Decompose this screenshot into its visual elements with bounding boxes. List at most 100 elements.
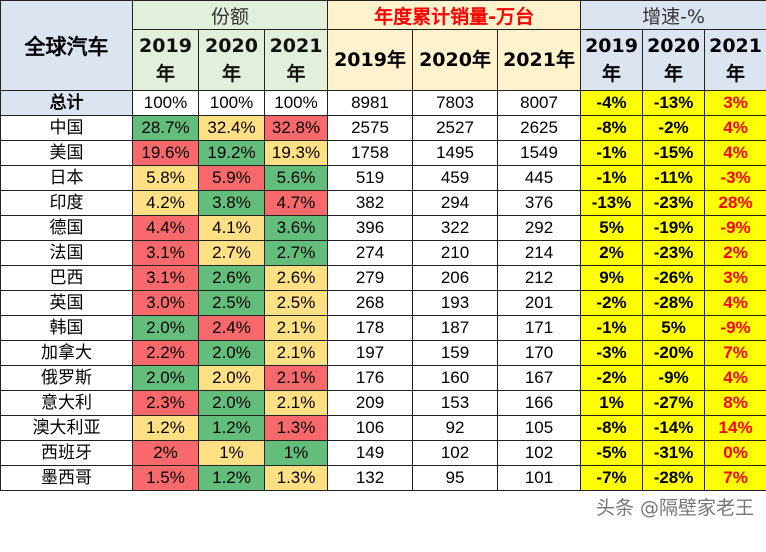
sales-cell: 268 [327,290,414,316]
growth-cell: -2% [580,365,644,391]
share-cell: 2.0% [198,340,265,366]
growth-cell: 7% [704,340,766,366]
growth-header: 增速-% [580,0,766,30]
growth-cell: 0% [704,440,766,466]
sales-cell: 322 [412,215,499,241]
growth-cell: -19% [642,215,706,241]
growth-cell: 4% [704,140,766,166]
growth-cell: -3% [580,340,644,366]
country-name: 美国 [0,140,133,166]
growth-cell: -3% [704,165,766,191]
share-cell: 1% [263,440,329,466]
share-year-2019: 2019 年 [132,29,199,91]
share-cell: 28.7% [132,115,199,141]
table-row: 巴西 3.1% 2.6% 2.6% 279 206 212 9% -26% 3% [0,265,766,291]
sales-cell: 159 [412,340,499,366]
growth-cell: -23% [642,240,706,266]
country-name: 日本 [0,165,133,191]
growth-cell: -4% [580,90,644,116]
growth-cell: 4% [704,115,766,141]
share-cell: 2.6% [263,265,329,291]
sales-cell: 105 [497,415,582,441]
table-row: 韩国 2.0% 2.4% 2.1% 178 187 171 -1% 5% -9% [0,315,766,341]
table-row: 俄罗斯 2.0% 2.0% 2.1% 176 160 167 -2% -9% 4% [0,365,766,391]
growth-year-2020: 2020 年 [642,29,706,91]
sales-cell: 160 [412,365,499,391]
table-row: 日本 5.8% 5.9% 5.6% 519 459 445 -1% -11% -3% [0,165,766,191]
sales-cell: 294 [412,190,499,216]
country-name: 墨西哥 [0,465,133,491]
country-name: 巴西 [0,265,133,291]
share-cell: 19.2% [198,140,265,166]
share-cell: 4.2% [132,190,199,216]
share-cell: 5.8% [132,165,199,191]
share-cell: 3.0% [132,290,199,316]
share-cell: 2.1% [263,340,329,366]
growth-cell: -9% [642,365,706,391]
sales-cell: 166 [497,390,582,416]
share-year-2020: 2020 年 [198,29,265,91]
sales-cell: 187 [412,315,499,341]
growth-cell: -31% [642,440,706,466]
country-name: 西班牙 [0,440,133,466]
sales-cell: 396 [327,215,414,241]
growth-cell: 4% [704,365,766,391]
sales-cell: 132 [327,465,414,491]
share-cell: 2.0% [132,365,199,391]
sales-cell: 176 [327,365,414,391]
sales-cell: 8981 [327,90,414,116]
share-cell: 2.1% [263,390,329,416]
sales-cell: 95 [412,465,499,491]
sales-cell: 106 [327,415,414,441]
share-cell: 100% [132,90,199,116]
corner-header: 全球汽车 [0,0,133,91]
country-name: 中国 [0,115,133,141]
growth-cell: 4% [704,290,766,316]
share-cell: 32.8% [263,115,329,141]
growth-year-2021: 2021 年 [704,29,766,91]
table-row: 墨西哥 1.5% 1.2% 1.3% 132 95 101 -7% -28% 7% [0,465,766,491]
share-cell: 2.5% [263,290,329,316]
share-cell: 1% [198,440,265,466]
share-cell: 4.1% [198,215,265,241]
growth-cell: 5% [642,315,706,341]
share-cell: 3.1% [132,240,199,266]
sales-cell: 292 [497,215,582,241]
sales-header: 年度累计销量-万台 [327,0,582,30]
sales-cell: 201 [497,290,582,316]
sales-cell: 212 [497,265,582,291]
sales-cell: 149 [327,440,414,466]
country-name: 俄罗斯 [0,365,133,391]
growth-cell: -13% [642,90,706,116]
sales-cell: 459 [412,165,499,191]
share-cell: 2.0% [198,390,265,416]
growth-cell: -28% [642,290,706,316]
growth-cell: 14% [704,415,766,441]
share-cell: 3.1% [132,265,199,291]
sales-cell: 279 [327,265,414,291]
country-name: 韩国 [0,315,133,341]
sales-cell: 178 [327,315,414,341]
sales-cell: 274 [327,240,414,266]
growth-cell: -15% [642,140,706,166]
share-cell: 2.7% [198,240,265,266]
country-name: 澳大利亚 [0,415,133,441]
growth-cell: -5% [580,440,644,466]
share-cell: 3.8% [198,190,265,216]
sales-cell: 102 [497,440,582,466]
growth-cell: 3% [704,90,766,116]
share-header: 份额 [131,0,329,30]
growth-cell: -1% [580,165,644,191]
share-year-2021: 2021 年 [263,29,329,91]
sales-cell: 101 [497,465,582,491]
country-name: 加拿大 [0,340,133,366]
sales-cell: 1758 [327,140,414,166]
growth-cell: -26% [642,265,706,291]
growth-cell: 9% [580,265,644,291]
watermark: 头条 @隔壁家老王 [595,496,754,519]
share-cell: 5.9% [198,165,265,191]
sales-cell: 445 [497,165,582,191]
table-row: 印度 4.2% 3.8% 4.7% 382 294 376 -13% -23% 28% [0,190,766,216]
share-cell: 2.1% [263,365,329,391]
share-cell: 4.4% [132,215,199,241]
